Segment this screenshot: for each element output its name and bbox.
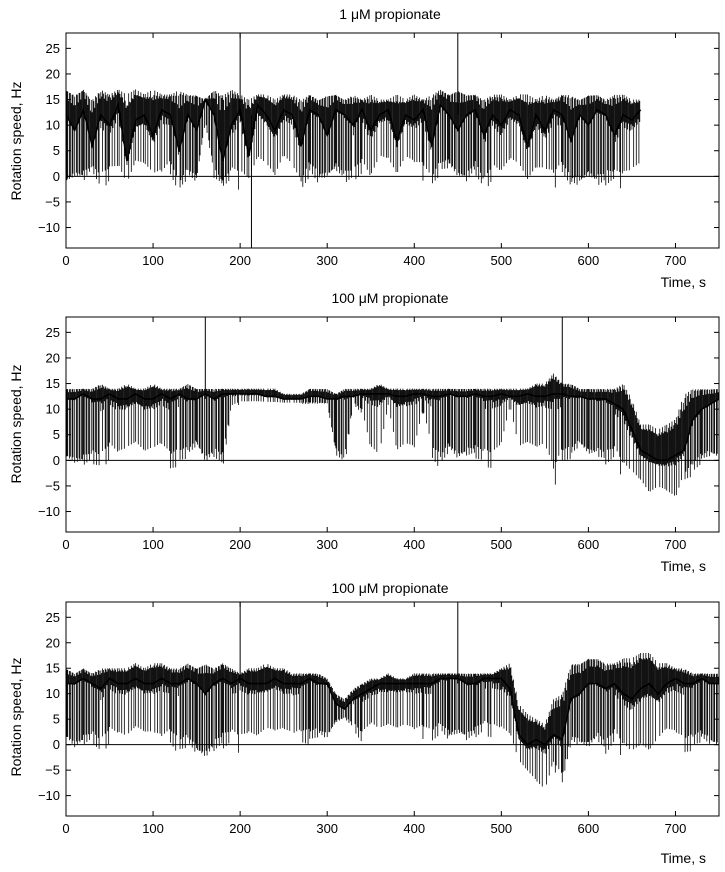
panel-1-ytick-label: 0 (53, 169, 60, 184)
panel-1-xtick-label: 100 (142, 253, 164, 268)
panel-2-ytick-label: −5 (45, 478, 60, 493)
panel-2-ytick-label: 20 (46, 350, 60, 365)
panel-3-xtick-label: 500 (490, 821, 512, 836)
panel-2-xtick-label: 300 (316, 537, 338, 552)
panel-1-xtick-label: 700 (665, 253, 687, 268)
panel-1-trace-envelope (65, 89, 641, 190)
panel-1-ytick-label: −10 (38, 220, 60, 235)
panel-3-ytick-label: 5 (53, 712, 60, 727)
panel-1-ytick-label: 25 (46, 41, 60, 56)
panel-2-xtick-label: 600 (578, 537, 600, 552)
panel-2-ytick-label: 5 (53, 427, 60, 442)
panel-1-ytick-label: 15 (46, 92, 60, 107)
panel-1-ytick-label: −5 (45, 194, 60, 209)
panel-1-ylabel: Rotation speed, Hz (8, 81, 24, 200)
panel-3-xtick-label: 400 (403, 821, 425, 836)
panel-3-xtick-label: 600 (578, 821, 600, 836)
panel-2-ytick-label: 10 (46, 402, 60, 417)
panel-1-xtick-label: 600 (578, 253, 600, 268)
panel-1: 1 μM propionate Rotation speed, Hz Time,… (8, 6, 720, 290)
panel-3-ytick-label: 0 (53, 737, 60, 752)
panel-3-xtick-label: 300 (316, 821, 338, 836)
panel-1-ytick-label: 5 (53, 143, 60, 158)
panel-1-title: 1 μM propionate (339, 6, 441, 22)
panel-3-ytick-label: 20 (46, 635, 60, 650)
panel-1-plot-frame (65, 32, 720, 249)
panel-3-trace-envelope (65, 652, 719, 787)
panel-2-ytick-label: −10 (38, 504, 60, 519)
panel-3-title: 100 μM propionate (331, 580, 448, 596)
panel-2-xtick-label: 400 (403, 537, 425, 552)
panel-2-ylabel: Rotation speed, Hz (8, 364, 24, 483)
panel-1-ytick-label: 10 (46, 118, 60, 133)
panel-3-ytick-label: 15 (46, 661, 60, 676)
panel-1-xtick-label: 500 (490, 253, 512, 268)
panel-1-trace-mean (65, 97, 642, 162)
panel-2-xlabel: Time, s (661, 558, 706, 574)
panel-1-xtick-label: 300 (316, 253, 338, 268)
panel-2-xtick-label: 700 (665, 537, 687, 552)
panel-2-title: 100 μM propionate (331, 290, 448, 306)
panel-2-xtick-label: 200 (229, 537, 251, 552)
panel-1-xtick-label: 400 (403, 253, 425, 268)
panel-1-xlabel: Time, s (661, 274, 706, 290)
panel-3-xtick-label: 0 (62, 821, 69, 836)
panel-3-xlabel: Time, s (661, 850, 706, 866)
panel-2-ytick-label: 25 (46, 325, 60, 340)
panel-2-ytick-label: 0 (53, 453, 60, 468)
panel-3-ytick-label: −10 (38, 788, 60, 803)
panel-2-trace-envelope (65, 373, 719, 496)
panel-1-xtick-label: 0 (62, 253, 69, 268)
panel-3-plot-frame (65, 601, 720, 817)
panel-2-trace-mean (66, 392, 720, 462)
panel-3-trace-mean (66, 677, 719, 746)
panel-2-ytick-label: 15 (46, 376, 60, 391)
panel-1-ytick-label: 20 (46, 66, 60, 81)
panel-2: 100 μM propionate Rotation speed, Hz Tim… (8, 290, 720, 574)
panel-3: 100 μM propionate Rotation speed, Hz Tim… (8, 580, 720, 866)
panel-2-xtick-label: 0 (62, 537, 69, 552)
panel-3-xtick-label: 200 (229, 821, 251, 836)
panel-3-ytick-label: 25 (46, 610, 60, 625)
panel-3-ytick-label: −5 (45, 763, 60, 778)
panel-3-xtick-label: 700 (665, 821, 687, 836)
panel-2-xtick-label: 500 (490, 537, 512, 552)
panel-3-ylabel: Rotation speed, Hz (8, 657, 24, 776)
panel-2-plot-frame (65, 316, 720, 533)
panel-1-xtick-label: 200 (229, 253, 251, 268)
panel-3-xtick-label: 100 (142, 821, 164, 836)
panel-3-ytick-label: 10 (46, 686, 60, 701)
panel-2-xtick-label: 100 (142, 537, 164, 552)
